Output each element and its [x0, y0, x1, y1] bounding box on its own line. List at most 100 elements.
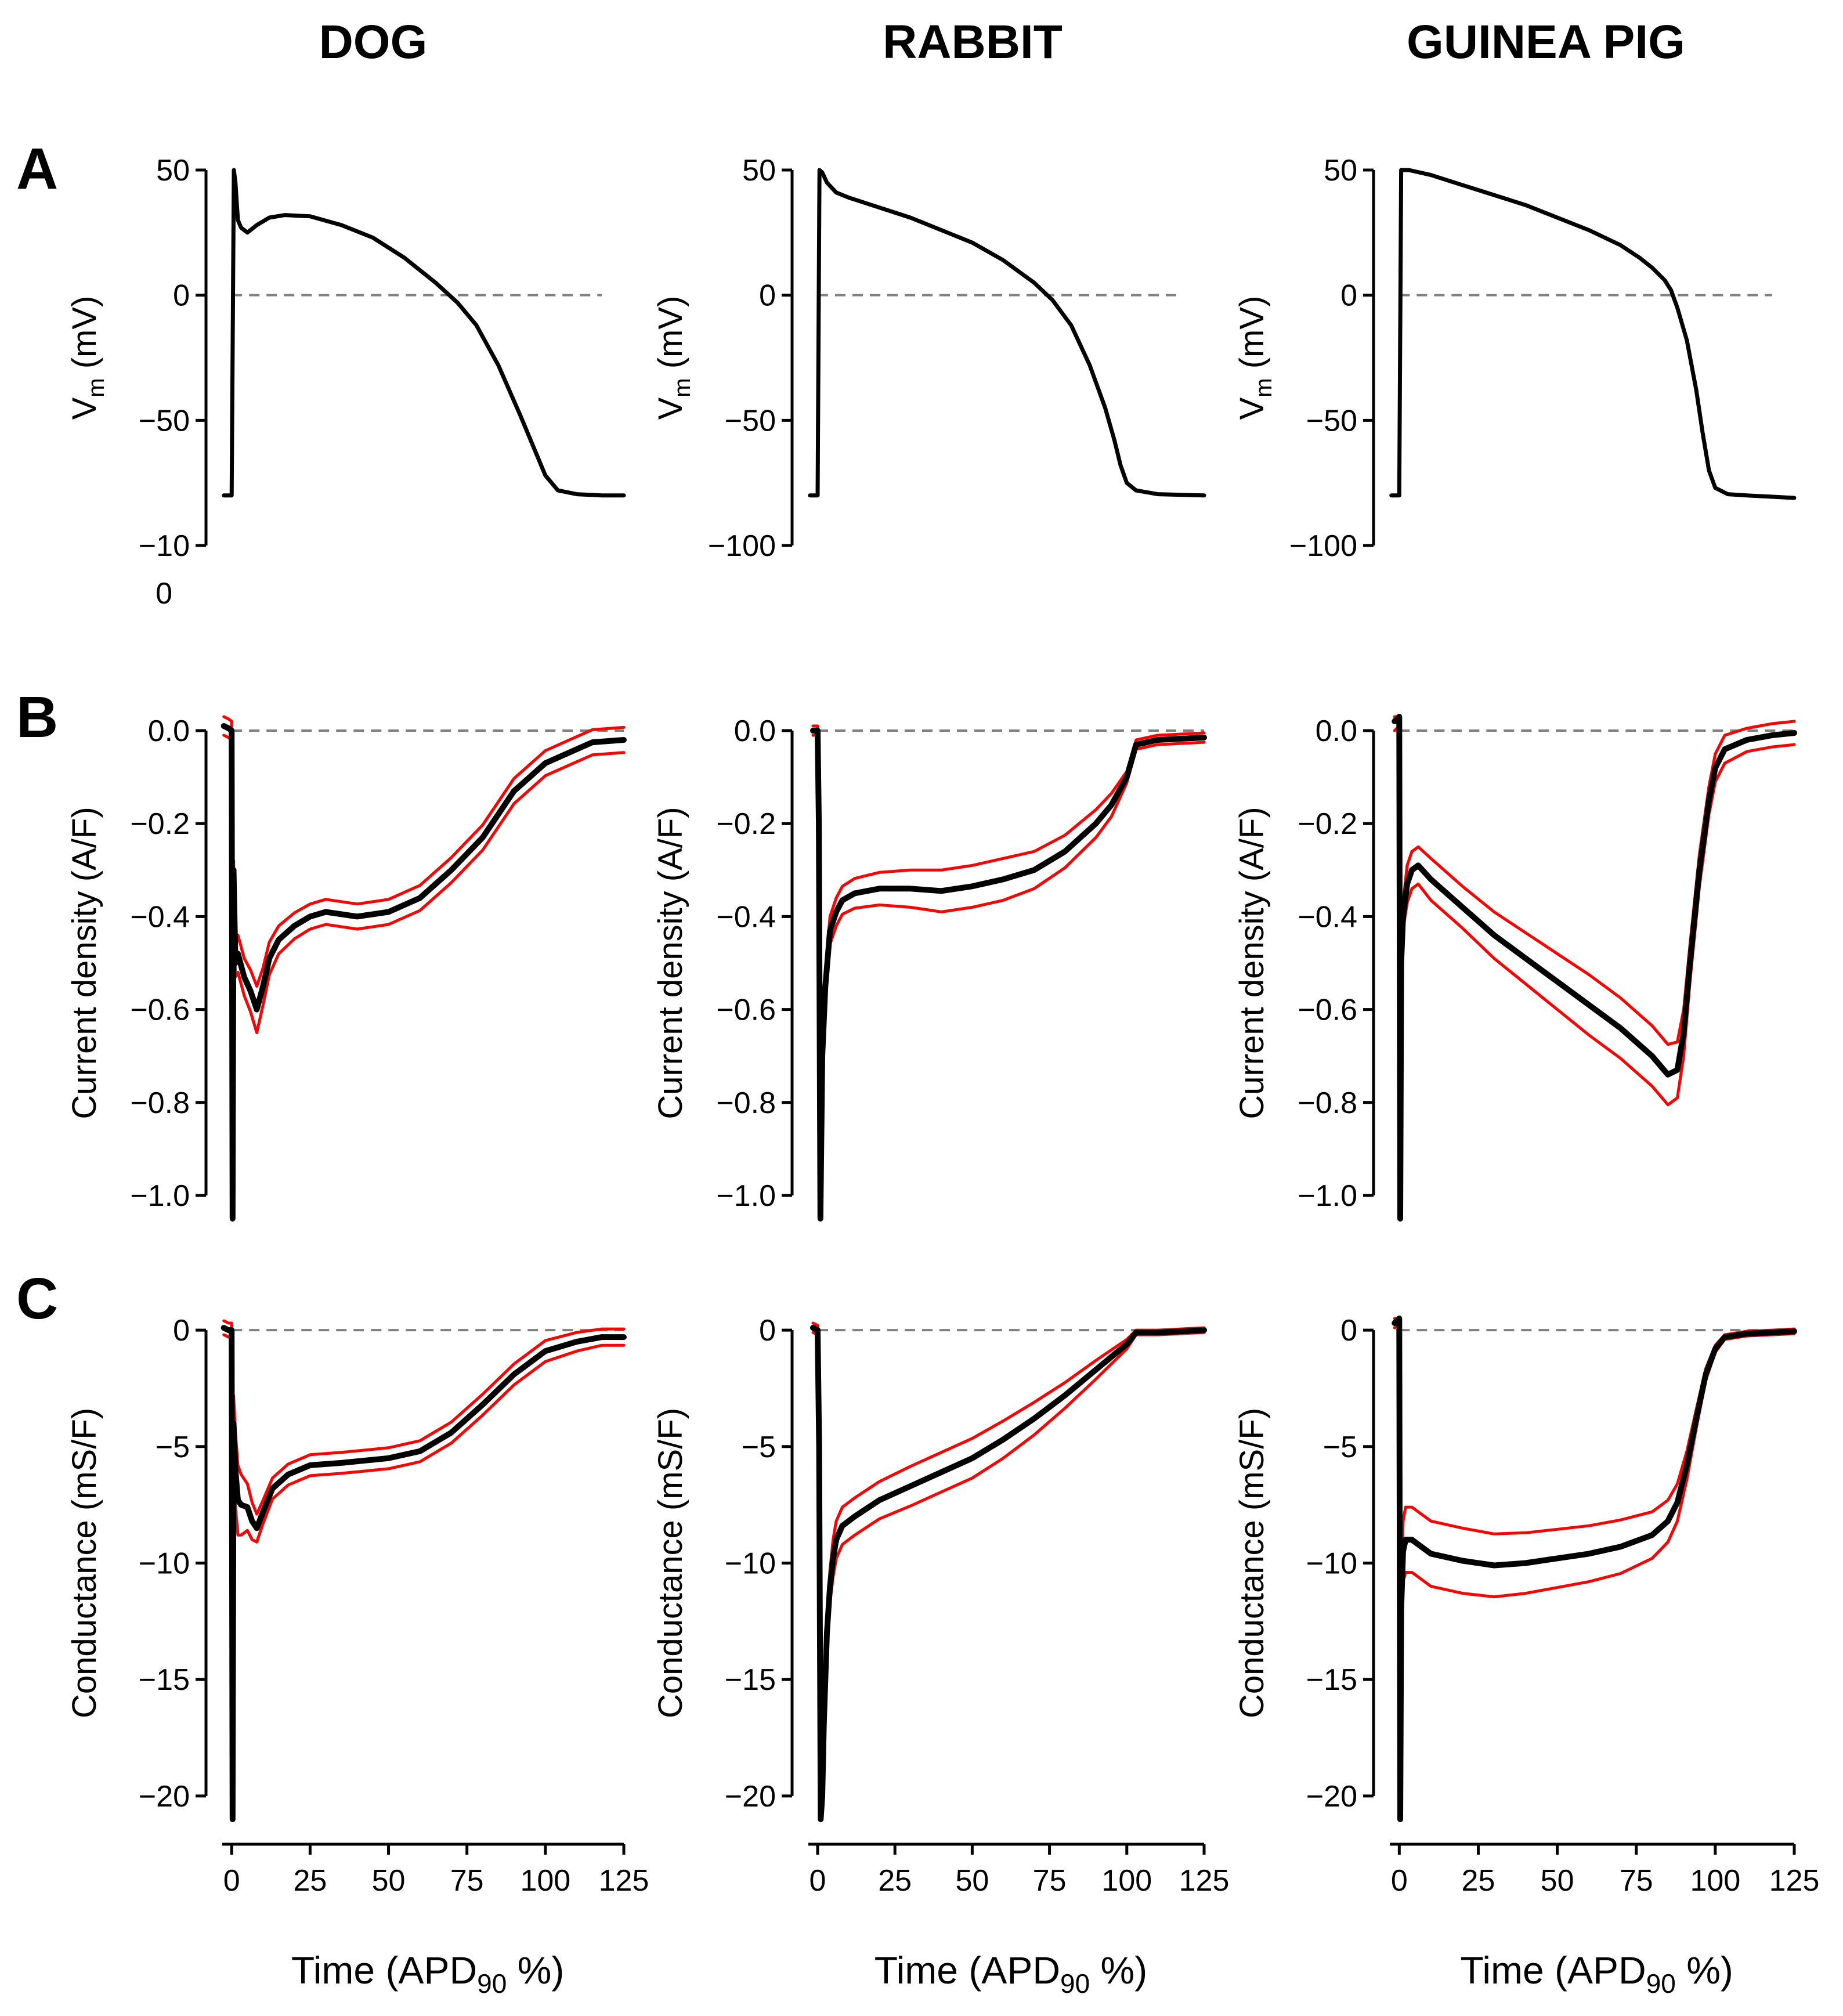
y-tick-label: −0.8 [130, 1086, 190, 1120]
x-tick-label: 0 [810, 1864, 826, 1898]
action-potential-line [1389, 168, 1797, 500]
y-tick-label: 0 [759, 279, 776, 313]
x-tick-label: 0 [223, 1864, 240, 1898]
y-tick-label: −0.2 [716, 807, 776, 841]
x-tick-label: 50 [955, 1864, 989, 1898]
sem-lower-line [811, 734, 1206, 1220]
sem-upper-line [222, 715, 626, 1220]
mean-line [221, 1325, 627, 1822]
sem-upper-line [811, 724, 1206, 1220]
y-axis-title: Conductance (mS/F) [652, 1408, 689, 1718]
y-tick-label: −0.4 [130, 900, 190, 934]
mean-line [221, 723, 627, 1222]
mean-line [1392, 714, 1797, 1222]
x-tick-label: 50 [372, 1864, 406, 1898]
x-axis-title: Time (APD90 %) [874, 1949, 1147, 1999]
y-tick-label: −1.0 [130, 1179, 190, 1213]
y-tick-label: −20 [725, 1780, 776, 1813]
panel-a-rabbit: 50 0 −50 −100 Vm (mV) [652, 154, 1206, 563]
x-tick-label: 25 [878, 1864, 912, 1898]
sem-lower-line [1393, 724, 1796, 1220]
y-axis-title: Current density (A/F) [1233, 807, 1271, 1119]
y-tick-label: −10 [1306, 1547, 1357, 1580]
y-axis-title: Current density (A/F) [652, 807, 689, 1119]
x-tick-label: 100 [1101, 1864, 1152, 1898]
y-axis-title: Conductance (mS/F) [1233, 1408, 1271, 1718]
row-label-c: C [16, 1266, 58, 1331]
y-tick-label: −0.4 [716, 900, 776, 934]
x-tick-label: 50 [1541, 1864, 1574, 1898]
y-tick-label: −10 [725, 1547, 776, 1580]
x-tick-label: 125 [1179, 1864, 1230, 1898]
x-tick-label: 25 [1462, 1864, 1495, 1898]
sem-lower-line [222, 1333, 626, 1821]
y-tick-label: −100 [708, 529, 776, 563]
action-potential-line [222, 168, 626, 498]
y-tick-label: −1.0 [716, 1179, 776, 1213]
column-title-rabbit: RABBIT [883, 16, 1063, 68]
y-tick-label: −20 [1306, 1780, 1357, 1813]
y-tick-label: 50 [1324, 154, 1357, 187]
y-tick-label: −5 [1323, 1430, 1357, 1464]
x-axis-title: Time (APD90 %) [291, 1949, 564, 1999]
y-tick-label: −5 [742, 1430, 776, 1464]
y-tick-label: 0.0 [1316, 714, 1357, 748]
x-axis-title: Time (APD90 %) [1460, 1949, 1733, 1999]
y-tick-label: −0.6 [130, 993, 190, 1027]
y-tick-label: 0 [173, 1314, 190, 1347]
mean-line [810, 728, 1207, 1222]
sem-upper-line [811, 1321, 1206, 1821]
y-tick-label: −100 [1289, 529, 1357, 563]
y-tick-label: −0.6 [1298, 993, 1357, 1027]
sem-upper-line [1393, 1317, 1796, 1821]
y-tick-label: −0.8 [1298, 1086, 1357, 1120]
panel-c-dog: 0 −5 −10 −15 −20 Conductance (mS/F) 0 25 50 75 100… [66, 1314, 649, 1999]
y-tick-label: −0.4 [1298, 900, 1357, 934]
y-tick-label: −10 [139, 529, 190, 563]
y-tick-label: 0 [759, 1314, 776, 1347]
y-tick-label: −15 [725, 1663, 776, 1697]
x-tick-label: 75 [450, 1864, 484, 1898]
x-tick-label: 25 [293, 1864, 327, 1898]
y-tick-label: −50 [725, 404, 776, 438]
y-tick-label: −0.2 [1298, 807, 1357, 841]
y-tick-label: 50 [156, 154, 190, 187]
panel-c-guinea-pig: 0 −5 −10 −15 −20 Conductance (mS/F) 0 25 50 75 100… [1233, 1314, 1819, 1999]
y-tick-label: 0.0 [148, 714, 190, 748]
x-tick-label: 125 [1769, 1864, 1820, 1898]
sem-upper-line [222, 1319, 626, 1821]
column-title-guinea-pig: GUINEA PIG [1407, 16, 1685, 68]
y-tick-label: −0.6 [716, 993, 776, 1027]
y-tick-label: −0.8 [716, 1086, 776, 1120]
x-tick-label: 125 [599, 1864, 649, 1898]
sem-upper-line [1393, 715, 1796, 1220]
sem-lower-line [222, 734, 626, 1220]
panel-a-guinea-pig: 50 0 −50 −100 Vm (mV) [1233, 154, 1797, 563]
y-axis-title: Conductance (mS/F) [66, 1408, 103, 1718]
y-tick-label: −1.0 [1298, 1179, 1357, 1213]
y-tick-label: −50 [139, 404, 190, 438]
y-tick-label: −15 [1306, 1663, 1357, 1697]
sem-lower-line [1393, 1321, 1796, 1821]
y-tick-label: 0 [1340, 1314, 1357, 1347]
panel-c-rabbit: 0 −5 −10 −15 −20 Conductance (mS/F) 0 25 50 75 100… [652, 1314, 1229, 1999]
y-tick-label: −10 [139, 1547, 190, 1580]
y-axis-title: Vm (mV) [1233, 296, 1277, 420]
y-tick-label: 0 [173, 279, 190, 313]
mean-line [810, 1325, 1207, 1822]
y-tick-label-wrap: 0 [156, 577, 172, 610]
y-tick-label: 0 [1340, 279, 1357, 313]
y-tick-label: 50 [742, 154, 776, 187]
mean-line [1392, 1316, 1797, 1822]
sem-lower-line [811, 1331, 1206, 1821]
y-axis-title: Vm (mV) [652, 296, 695, 420]
panel-a-dog: 50 0 −50 −10 0 Vm (mV) [66, 154, 626, 610]
x-tick-label: 100 [520, 1864, 570, 1898]
panel-b-dog: 0.0 −0.2 −0.4 −0.6 −0.8 −1.0 Current density (… [66, 714, 627, 1222]
column-title-dog: DOG [319, 16, 428, 68]
y-tick-label: −20 [139, 1780, 190, 1813]
y-axis-title: Current density (A/F) [66, 807, 103, 1119]
y-tick-label: −5 [156, 1430, 190, 1464]
